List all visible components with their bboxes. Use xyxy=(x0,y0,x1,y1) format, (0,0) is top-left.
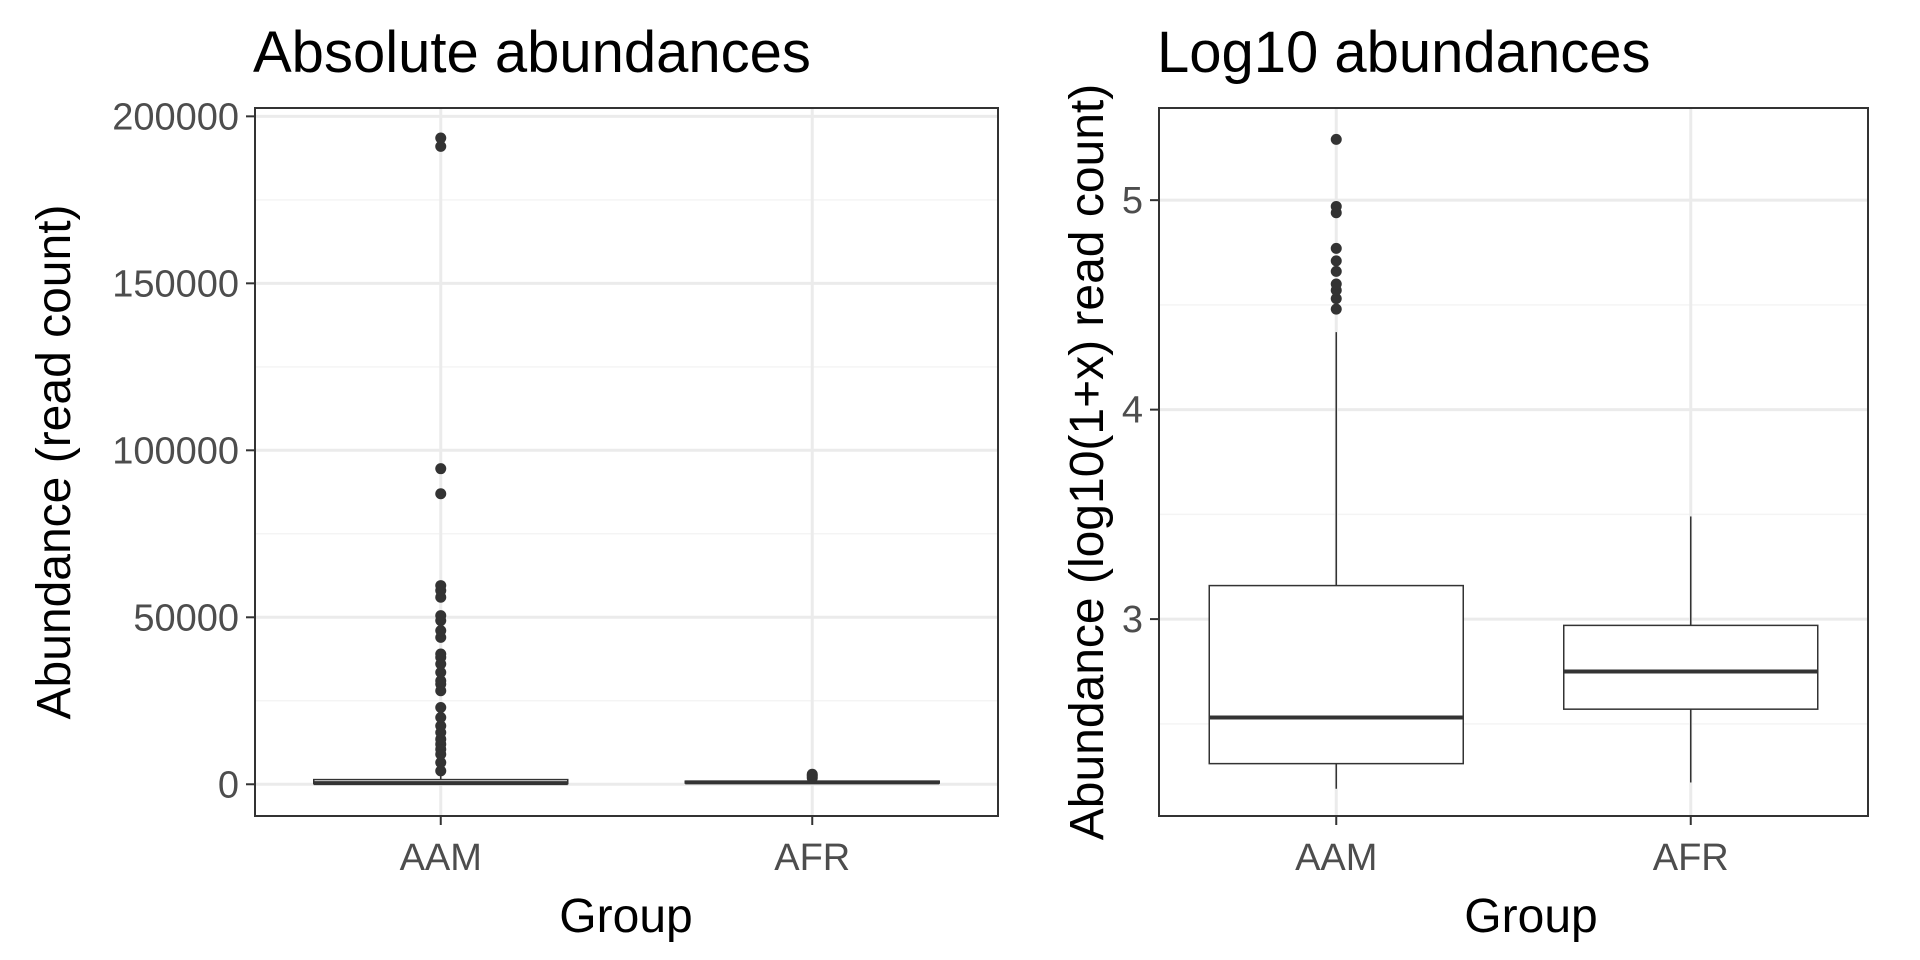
outlier-point xyxy=(1330,265,1342,277)
panel-border xyxy=(254,107,999,817)
y-tick-label: 100000 xyxy=(112,430,239,472)
outlier-point xyxy=(435,648,447,660)
box-series xyxy=(313,132,940,786)
outlier-point xyxy=(435,463,447,475)
y-tick-label: 5 xyxy=(1122,180,1143,222)
outlier-point xyxy=(435,720,447,732)
x-axis-title: Group xyxy=(559,890,692,943)
outlier-point xyxy=(435,757,447,769)
x-axis-title: Group xyxy=(1464,890,1597,943)
y-tick-label: 200000 xyxy=(112,96,239,138)
outlier-point xyxy=(1330,242,1342,254)
y-tick-label: 50000 xyxy=(133,597,239,639)
y-axis-title: Abundance (read count) xyxy=(28,204,81,719)
x-axis-ticks: AAM AFR xyxy=(400,816,850,879)
outlier-point xyxy=(435,140,447,152)
x-axis-ticks: AAM AFR xyxy=(1295,816,1729,879)
iqr-box xyxy=(1208,584,1464,765)
chart-panel-absolute: Absolute abundances 0 50000 100000 150000 20… xyxy=(28,20,999,943)
outlier-point xyxy=(1330,133,1342,145)
outlier-point xyxy=(435,765,447,777)
box-aam xyxy=(1208,133,1464,789)
y-tick-label: 150000 xyxy=(112,263,239,305)
chart-title: Log10 abundances xyxy=(1157,20,1650,85)
outlier-point xyxy=(435,580,447,592)
y-tick-label: 4 xyxy=(1122,390,1143,432)
panel-border xyxy=(1158,107,1869,817)
outlier-point xyxy=(1330,278,1342,290)
outlier-point xyxy=(435,666,447,678)
y-axis-ticks: 0 50000 100000 150000 200000 xyxy=(112,96,255,806)
outlier-point xyxy=(806,768,818,780)
iqr-box xyxy=(1563,624,1819,710)
x-tick-label: AAM xyxy=(1295,837,1377,879)
outlier-point xyxy=(435,488,447,500)
y-axis-ticks: 3 4 5 xyxy=(1122,180,1159,641)
outlier-point xyxy=(435,711,447,723)
outlier-point xyxy=(1330,255,1342,267)
x-tick-label: AFR xyxy=(1653,837,1729,879)
outlier-point xyxy=(435,132,447,144)
y-axis-title: Abundance (log10(1+x) read count) xyxy=(1061,84,1114,841)
outlier-point xyxy=(435,610,447,622)
y-tick-label: 3 xyxy=(1122,599,1143,641)
box-afr xyxy=(1563,516,1819,783)
chart-title: Absolute abundances xyxy=(253,20,811,85)
x-tick-label: AFR xyxy=(774,837,850,879)
outlier-point xyxy=(1330,293,1342,305)
outlier-point xyxy=(435,675,447,687)
box-afr xyxy=(684,768,940,785)
box-series xyxy=(1208,133,1819,789)
outlier-point xyxy=(435,701,447,713)
outlier-point xyxy=(1330,303,1342,315)
y-tick-label: 0 xyxy=(218,764,239,806)
chart-panel-log10: Log10 abundances 3 4 5 AAM AFR Group Abunda… xyxy=(1061,20,1869,943)
outlier-point xyxy=(1330,200,1342,212)
box-aam xyxy=(313,132,569,786)
outlier-point xyxy=(435,625,447,637)
x-tick-label: AAM xyxy=(400,837,482,879)
